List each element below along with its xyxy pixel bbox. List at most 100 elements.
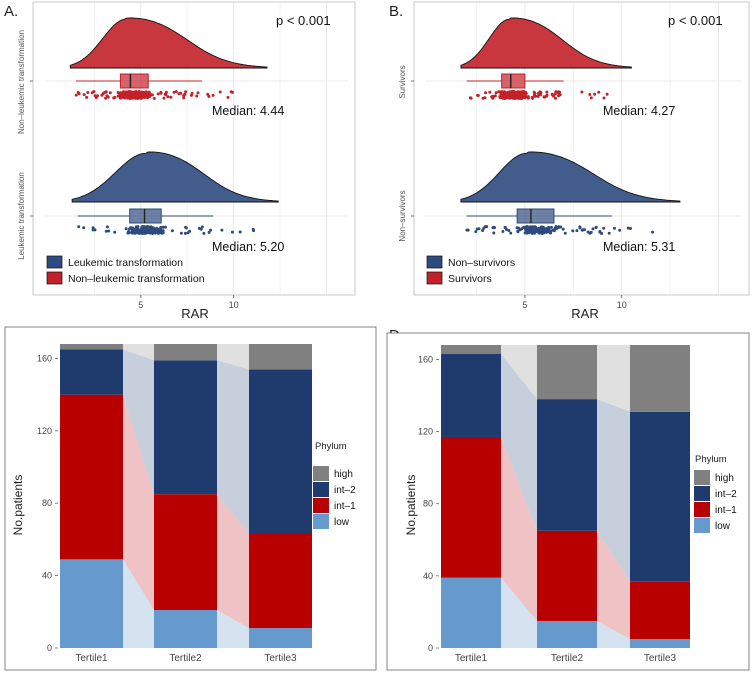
panel-c-y-ticks: 0 40 80 120 160	[37, 353, 58, 653]
data-point	[483, 225, 487, 229]
x-tick-label: Tertile2	[551, 653, 584, 664]
data-point	[549, 225, 553, 229]
data-point	[152, 227, 155, 231]
data-point	[526, 230, 530, 234]
data-point	[476, 93, 480, 97]
bar-segment-int–2	[537, 399, 597, 531]
bar-segment-low	[154, 610, 217, 648]
data-point	[77, 225, 81, 229]
data-point	[172, 90, 176, 94]
data-point	[146, 231, 150, 235]
data-point	[503, 226, 507, 229]
data-point	[492, 231, 496, 235]
panel-b-legend-label-non-survivors: Non–survivors	[448, 257, 515, 269]
data-point	[571, 229, 575, 233]
x-tick-label: Tertile3	[644, 653, 677, 664]
data-point	[144, 91, 148, 94]
bar-segment-high	[60, 344, 123, 350]
data-point	[179, 231, 183, 235]
legend-key-int–1	[313, 498, 329, 513]
data-point	[141, 91, 145, 95]
data-point	[547, 228, 551, 231]
data-point	[186, 231, 190, 235]
data-point	[124, 227, 128, 231]
data-point	[211, 93, 215, 97]
panel-a-boxplot-leukemic	[77, 208, 214, 224]
data-point	[551, 228, 555, 232]
data-point	[511, 91, 515, 94]
data-point	[207, 230, 211, 234]
legend-key-high	[694, 470, 710, 485]
data-point	[85, 95, 89, 99]
data-point	[142, 225, 146, 229]
panel-a-legend: Leukemic transformation Non–leukemic tra…	[46, 255, 205, 285]
data-point	[170, 229, 174, 233]
panel-b-legend-label-survivors: Survivors	[448, 273, 492, 285]
y-tick-label: 120	[418, 427, 433, 437]
panel-c-alluvia	[123, 344, 249, 648]
panel-c-legend: Phylum high int–2 int–1 low	[313, 441, 356, 529]
data-point	[491, 226, 495, 230]
panel-c-bars	[60, 344, 312, 648]
data-point	[545, 90, 549, 94]
data-point	[501, 230, 505, 233]
alluvium-int–1	[123, 394, 154, 610]
data-point	[466, 228, 470, 232]
data-point	[134, 96, 138, 99]
panel-a-density-leukemic	[71, 151, 279, 203]
data-point	[519, 95, 523, 99]
data-point	[517, 226, 521, 230]
data-point	[509, 231, 513, 235]
alluvium-int–1	[217, 494, 249, 629]
data-point	[532, 230, 536, 234]
legend-label-high: high	[334, 469, 353, 480]
data-point	[126, 231, 130, 235]
bar-segment-low	[249, 628, 312, 648]
x-tick-label: Tertile3	[264, 653, 297, 664]
data-point	[580, 90, 584, 94]
bar-segment-high	[154, 344, 217, 361]
data-point	[602, 226, 606, 230]
panel-b-pvalue: p < 0.001	[668, 13, 723, 28]
alluvium-int–2	[501, 354, 537, 531]
data-point	[133, 93, 136, 97]
data-point	[226, 95, 230, 99]
bar-segment-int–2	[60, 349, 123, 395]
panel-b-boxplot-survivors	[466, 73, 564, 89]
data-point	[252, 229, 256, 233]
legend-key-low	[694, 518, 710, 533]
alluvium-high	[501, 345, 537, 400]
panel-b-density-non-survivors	[460, 151, 681, 203]
data-point	[533, 92, 537, 96]
data-point	[589, 230, 593, 234]
data-point	[152, 96, 156, 100]
data-point	[575, 229, 579, 233]
data-point	[502, 93, 506, 97]
data-point	[107, 229, 111, 233]
data-point	[147, 90, 151, 94]
data-point	[189, 93, 193, 97]
y-tick-label: 0	[428, 643, 433, 653]
data-point	[484, 91, 488, 95]
panel-d-alluvia	[501, 345, 630, 648]
panel-a: A. p < 0.001 Median: 4.44 Median: 5.20 N…	[4, 1, 356, 321]
box	[119, 73, 149, 89]
panel-a-label: A.	[4, 3, 18, 20]
data-point	[626, 226, 630, 230]
y-tick-label: 160	[37, 353, 52, 363]
x-tick-label: Tertile1	[75, 653, 108, 664]
data-point	[218, 90, 222, 94]
bar-segment-low	[441, 577, 501, 648]
panel-b: B. p < 0.001 Median: 4.27 Median: 5.31 S…	[389, 1, 750, 321]
panel-b-x-ticks: 5 10	[522, 295, 627, 310]
data-point	[92, 90, 96, 93]
data-point	[474, 230, 478, 234]
data-point	[530, 95, 534, 99]
bar-segment-int–1	[249, 534, 312, 629]
data-point	[517, 96, 520, 100]
bar-segment-int–1	[60, 394, 123, 560]
data-point	[557, 225, 561, 229]
data-point	[533, 94, 537, 98]
data-point	[588, 93, 592, 96]
legend-label-int–1: int–1	[334, 501, 356, 512]
